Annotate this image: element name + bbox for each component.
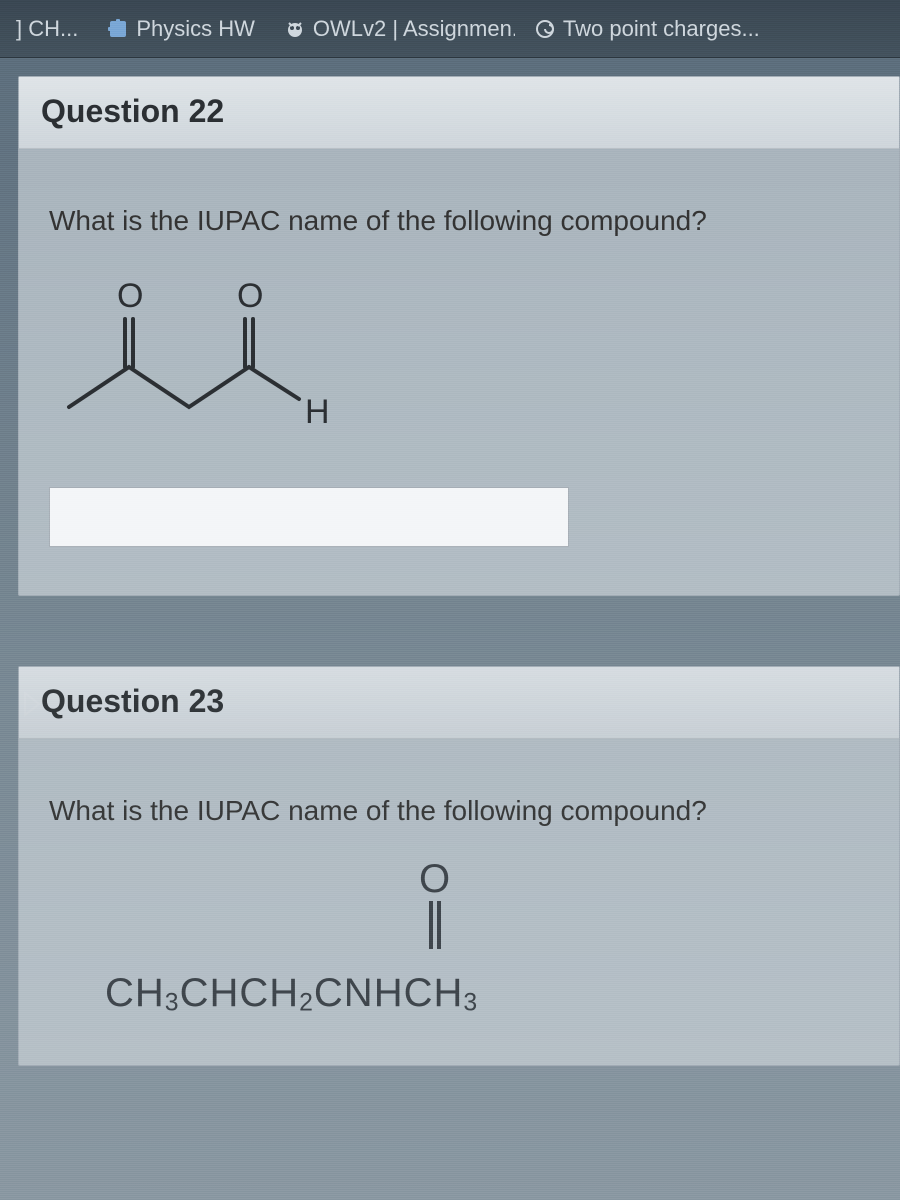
question-22-title: Question 22 xyxy=(41,93,877,130)
question-23-card: Question 23 What is the IUPAC name of th… xyxy=(18,666,900,1066)
answer-input-22[interactable] xyxy=(49,487,569,547)
question-22-header: Question 22 xyxy=(19,77,899,149)
spiral-icon xyxy=(535,19,555,39)
condensed-formula-23: CH3CHCH2CNHCH3 xyxy=(105,971,869,1017)
tab-label: OWLv2 | Assignmen... xyxy=(313,16,515,42)
question-23-body: What is the IUPAC name of the following … xyxy=(19,739,899,1065)
tab-label: Physics HW xyxy=(136,16,255,42)
atom-label-h: H xyxy=(305,393,330,431)
atom-label-o-right: O xyxy=(237,277,263,315)
tab-label: ] CH... xyxy=(16,16,78,42)
tab-two-point-charges[interactable]: Two point charges... xyxy=(525,10,765,48)
question-22-body: What is the IUPAC name of the following … xyxy=(19,149,899,595)
tab-label: Two point charges... xyxy=(563,16,760,42)
tab-owlv2[interactable]: OWLv2 | Assignmen... xyxy=(275,10,515,48)
browser-tabstrip: ] CH... Physics HW OWLv2 | Assignmen... … xyxy=(0,0,900,58)
compound-structure-22: O O H xyxy=(49,267,369,447)
tab-ch[interactable]: ] CH... xyxy=(6,10,88,48)
question-22-prompt: What is the IUPAC name of the following … xyxy=(49,205,869,237)
tab-physics-hw[interactable]: Physics HW xyxy=(98,10,265,48)
atom-label-o-amide: O xyxy=(419,857,450,902)
double-bond-icon xyxy=(425,901,445,949)
question-23-header: Question 23 xyxy=(19,667,899,739)
puzzle-icon xyxy=(108,19,128,39)
question-23-title: Question 23 xyxy=(41,683,877,720)
question-23-prompt: What is the IUPAC name of the following … xyxy=(49,795,869,827)
page-content: Question 22 What is the IUPAC name of th… xyxy=(0,58,900,1200)
carbonyl-overlay: O xyxy=(105,857,869,953)
question-22-card: Question 22 What is the IUPAC name of th… xyxy=(18,76,900,596)
atom-label-o-left: O xyxy=(117,277,143,315)
owl-icon xyxy=(285,19,305,39)
